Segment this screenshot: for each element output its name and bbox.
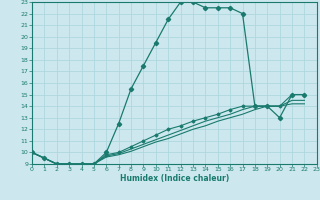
X-axis label: Humidex (Indice chaleur): Humidex (Indice chaleur) <box>120 174 229 183</box>
